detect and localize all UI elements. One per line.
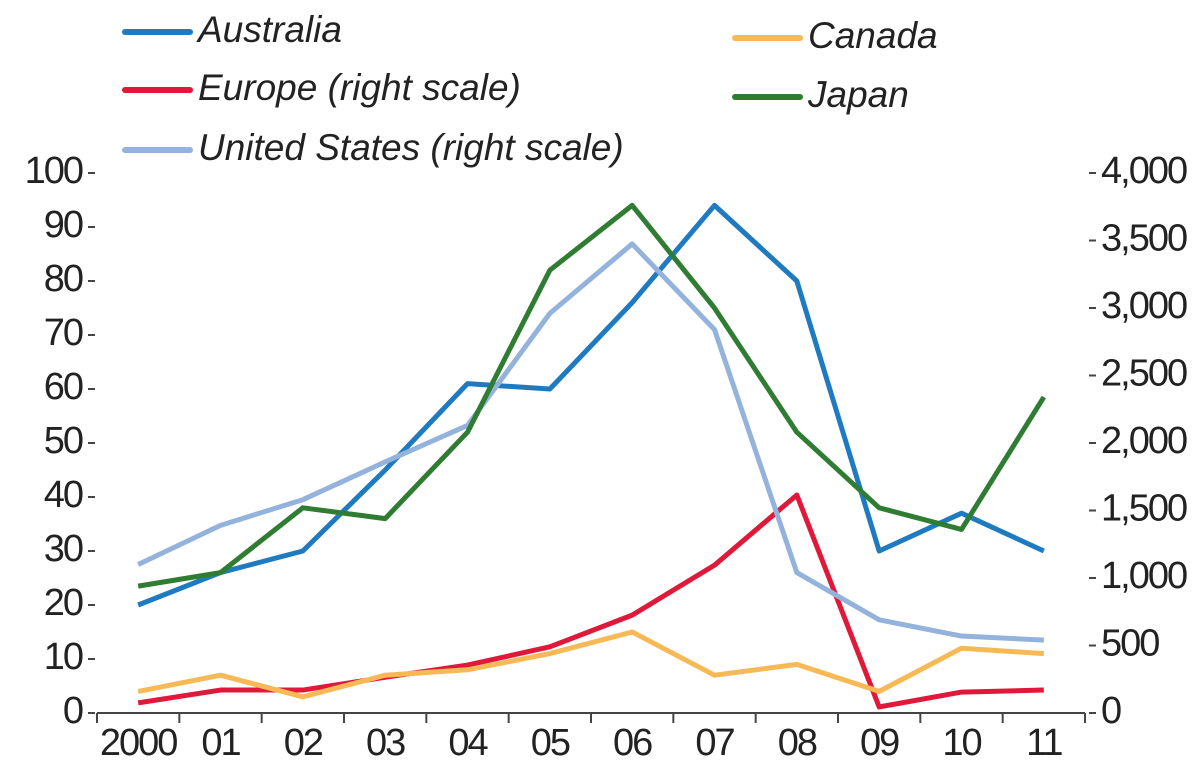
legend-label: Japan — [807, 74, 909, 115]
x-tick-label: 03 — [366, 722, 405, 764]
legend-label: United States (right scale) — [198, 127, 624, 168]
x-tick-label: 02 — [284, 722, 323, 764]
y2-tick-label: 4,000 — [1101, 150, 1187, 192]
y2-tick-label: 3,500 — [1101, 218, 1187, 260]
x-tick-label: 09 — [860, 722, 899, 764]
x-tick-label: 04 — [448, 722, 488, 764]
x-tick-label: 01 — [201, 722, 240, 764]
series-line — [137, 202, 1045, 608]
x-tick-label: 10 — [942, 722, 981, 764]
x-tick-label: 2000 — [100, 722, 177, 764]
legend-label: Australia — [196, 9, 342, 50]
x-tick-label: 06 — [613, 722, 652, 764]
series-line — [137, 629, 1044, 700]
x-tick-label: 07 — [695, 722, 734, 764]
y2-tick-label: 2,500 — [1101, 353, 1187, 395]
y2-tick-label: 1,000 — [1101, 555, 1187, 597]
x-tick-label: 11 — [1026, 722, 1062, 764]
y-tick-label: 50 — [44, 420, 83, 462]
series-line — [137, 241, 1044, 643]
y-tick-label: 90 — [44, 204, 83, 246]
y2-tick-label: 500 — [1101, 623, 1159, 665]
y-tick-label: 20 — [44, 582, 83, 624]
y-tick-label: 60 — [44, 366, 83, 408]
series-line — [137, 202, 1046, 589]
y-tick-label: 100 — [25, 150, 83, 192]
x-tick-label: 08 — [778, 722, 817, 764]
x-tick-label: 05 — [531, 722, 570, 764]
y2-tick-label: 0 — [1101, 690, 1121, 732]
y-tick-label: 80 — [44, 258, 83, 300]
series-line — [137, 492, 1044, 710]
y-tick-label: 70 — [44, 312, 83, 354]
legend-label: Canada — [808, 15, 938, 56]
y-tick-label: 0 — [63, 690, 83, 732]
y-tick-label: 10 — [44, 636, 83, 678]
legend-label: Europe (right scale) — [198, 67, 521, 108]
y-tick-label: 40 — [44, 474, 83, 516]
y2-tick-label: 2,000 — [1101, 420, 1187, 462]
y2-tick-label: 3,000 — [1101, 285, 1187, 327]
y2-tick-label: 1,500 — [1101, 488, 1187, 530]
y-tick-label: 30 — [44, 528, 83, 570]
